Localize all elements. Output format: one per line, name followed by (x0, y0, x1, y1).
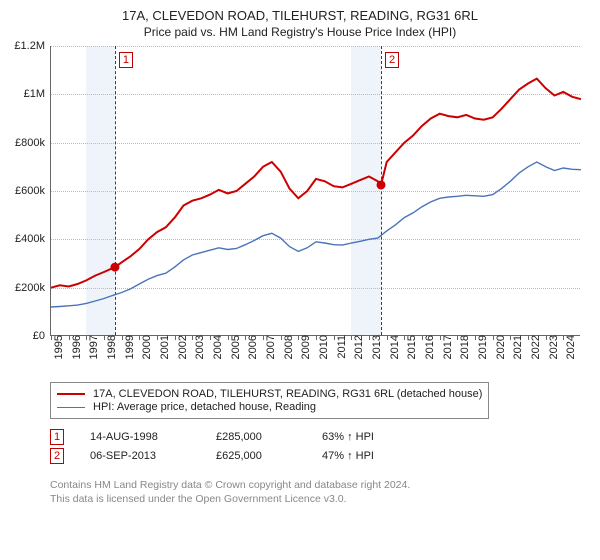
x-tick-label: 2014 (387, 335, 401, 359)
sales-row-price: £285,000 (216, 431, 296, 443)
footer-line-2: This data is licensed under the Open Gov… (50, 492, 580, 506)
x-tick-label: 2016 (422, 335, 436, 359)
x-tick-label: 1998 (104, 335, 118, 359)
y-tick-label: £400k (15, 233, 51, 245)
series-line-property (51, 79, 581, 288)
x-tick-label: 2020 (493, 335, 507, 359)
legend-row-property: 17A, CLEVEDON ROAD, TILEHURST, READING, … (57, 388, 482, 400)
x-tick-label: 2000 (139, 335, 153, 359)
sales-table: 1 14-AUG-1998 £285,000 63% ↑ HPI 2 06-SEP-201… (50, 426, 374, 467)
x-tick-label: 2002 (175, 335, 189, 359)
sales-row: 2 06-SEP-2013 £625,000 47% ↑ HPI (50, 448, 374, 464)
legend-swatch-property (57, 393, 85, 395)
chart-title: 17A, CLEVEDON ROAD, TILEHURST, READING, … (0, 8, 600, 23)
y-tick-label: £800k (15, 137, 51, 149)
y-tick-label: £600k (15, 185, 51, 197)
x-tick-label: 2009 (298, 335, 312, 359)
x-tick-label: 2015 (404, 335, 418, 359)
x-tick-label: 1995 (51, 335, 65, 359)
chart-svg (51, 46, 581, 336)
x-tick-label: 2008 (281, 335, 295, 359)
sales-row: 1 14-AUG-1998 £285,000 63% ↑ HPI (50, 429, 374, 445)
legend-swatch-hpi (57, 407, 85, 408)
x-tick-label: 2022 (528, 335, 542, 359)
chart-title-block: 17A, CLEVEDON ROAD, TILEHURST, READING, … (0, 0, 600, 43)
y-tick-label: £1M (24, 88, 51, 100)
marker-dot (110, 263, 119, 272)
sales-row-marker: 2 (50, 448, 64, 464)
x-tick-label: 2021 (510, 335, 524, 359)
x-tick-label: 2018 (457, 335, 471, 359)
chart-plot-area: £0£200k£400k£600k£800k£1M£1.2M1995199619… (50, 46, 580, 336)
x-tick-label: 1999 (122, 335, 136, 359)
x-tick-label: 2010 (316, 335, 330, 359)
sales-row-delta: 63% ↑ HPI (322, 431, 374, 443)
x-tick-label: 2019 (475, 335, 489, 359)
sales-row-marker: 1 (50, 429, 64, 445)
x-tick-label: 2012 (351, 335, 365, 359)
x-tick-label: 2024 (563, 335, 577, 359)
x-tick-label: 2004 (210, 335, 224, 359)
footer-note: Contains HM Land Registry data © Crown c… (50, 478, 580, 506)
sales-row-price: £625,000 (216, 450, 296, 462)
x-tick-label: 2007 (263, 335, 277, 359)
x-tick-label: 2011 (334, 335, 348, 359)
marker-dot (377, 180, 386, 189)
legend-box: 17A, CLEVEDON ROAD, TILEHURST, READING, … (50, 382, 489, 419)
y-tick-label: £0 (33, 330, 51, 342)
x-tick-label: 2017 (440, 335, 454, 359)
footer-line-1: Contains HM Land Registry data © Crown c… (50, 478, 580, 492)
y-tick-label: £1.2M (14, 40, 51, 52)
sales-row-date: 06-SEP-2013 (90, 450, 190, 462)
x-tick-label: 2013 (369, 335, 383, 359)
x-tick-label: 2001 (157, 335, 171, 359)
chart-subtitle: Price paid vs. HM Land Registry's House … (0, 25, 600, 39)
legend-label-property: 17A, CLEVEDON ROAD, TILEHURST, READING, … (93, 388, 482, 400)
legend-label-hpi: HPI: Average price, detached house, Read… (93, 401, 316, 413)
x-tick-label: 2006 (245, 335, 259, 359)
series-line-hpi (51, 162, 581, 307)
x-tick-label: 2023 (546, 335, 560, 359)
x-tick-label: 2003 (192, 335, 206, 359)
y-tick-label: £200k (15, 282, 51, 294)
x-tick-label: 2005 (228, 335, 242, 359)
x-tick-label: 1997 (86, 335, 100, 359)
sales-row-delta: 47% ↑ HPI (322, 450, 374, 462)
x-tick-label: 1996 (69, 335, 83, 359)
sales-row-date: 14-AUG-1998 (90, 431, 190, 443)
legend-row-hpi: HPI: Average price, detached house, Read… (57, 401, 482, 413)
